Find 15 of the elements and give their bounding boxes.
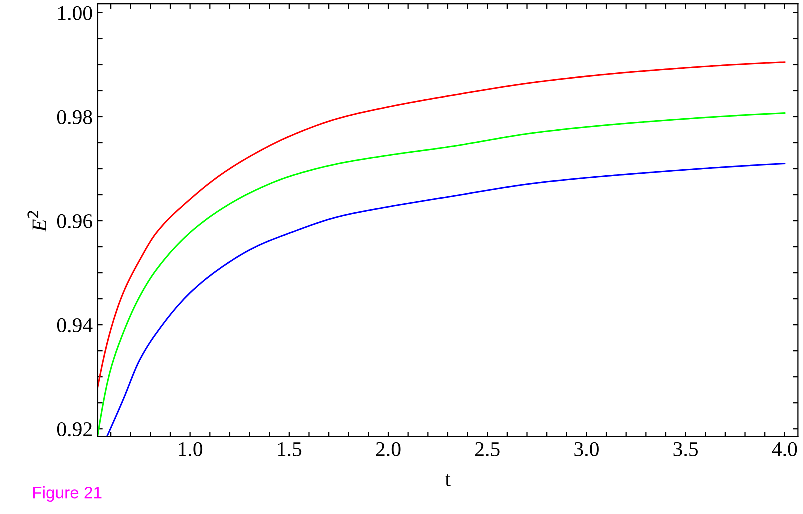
- x-tick-label: 3.0: [574, 442, 599, 457]
- x-tick-label: 3.5: [674, 442, 698, 457]
- y-tick-label: 0.94: [57, 318, 93, 333]
- y-tick-label: 0.92: [57, 422, 92, 437]
- caption: Figure 21: [33, 486, 102, 502]
- y-axis-title: E$^{2}$: [28, 211, 46, 232]
- x-tick-label: 2.0: [376, 442, 401, 457]
- y-tick-label: 1.00: [58, 6, 92, 20]
- y-tick-label: 0.96: [57, 214, 92, 229]
- y-tick-label: 0.98: [57, 110, 92, 125]
- x-tick-label: 4.0: [772, 442, 798, 457]
- x-tick-label: 1.5: [278, 442, 302, 457]
- x-axis-title: t: [445, 474, 451, 486]
- x-tick-label: 2.5: [476, 442, 500, 457]
- x-tick-label: 1.0: [179, 442, 203, 457]
